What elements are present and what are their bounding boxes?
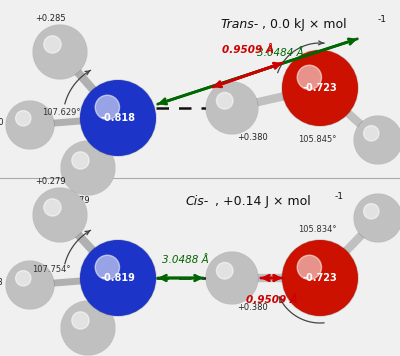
Text: 107.629°: 107.629°	[42, 108, 80, 117]
Circle shape	[95, 255, 120, 279]
Circle shape	[206, 82, 258, 134]
Circle shape	[72, 312, 89, 329]
Text: Trans-: Trans-	[220, 18, 258, 31]
Text: -0.818: -0.818	[100, 113, 136, 123]
Circle shape	[282, 50, 358, 126]
Text: , +0.14 J × mol: , +0.14 J × mol	[215, 195, 311, 208]
Circle shape	[6, 101, 54, 149]
Text: +0.283: +0.283	[0, 278, 3, 287]
Circle shape	[80, 80, 156, 156]
Circle shape	[33, 25, 87, 79]
Circle shape	[95, 95, 120, 120]
Circle shape	[216, 93, 233, 109]
Text: 3.0484 Å: 3.0484 Å	[257, 48, 303, 58]
Text: Cis-: Cis-	[185, 195, 208, 208]
Circle shape	[216, 262, 233, 279]
Circle shape	[33, 188, 87, 242]
Text: 107.754°: 107.754°	[32, 265, 70, 274]
Circle shape	[80, 80, 156, 156]
Text: 0.9509 Å: 0.9509 Å	[222, 45, 274, 55]
Text: -0.723: -0.723	[303, 273, 337, 283]
Text: +0.380: +0.380	[237, 303, 268, 312]
Circle shape	[6, 261, 54, 309]
Text: +0.280: +0.280	[0, 118, 3, 127]
Circle shape	[364, 204, 379, 219]
Text: , 0.0 kJ × mol: , 0.0 kJ × mol	[262, 18, 347, 31]
Circle shape	[206, 252, 258, 304]
Text: -0.819: -0.819	[100, 273, 136, 283]
Circle shape	[44, 199, 61, 216]
Circle shape	[354, 194, 400, 242]
Circle shape	[282, 50, 358, 126]
Circle shape	[61, 141, 115, 195]
Circle shape	[297, 255, 322, 279]
Text: -1: -1	[335, 192, 344, 201]
Text: 105.845°: 105.845°	[298, 135, 336, 144]
Circle shape	[61, 141, 115, 195]
Circle shape	[282, 240, 358, 316]
Circle shape	[206, 82, 258, 134]
Circle shape	[16, 271, 31, 286]
Text: 3.0488 Å: 3.0488 Å	[162, 255, 208, 265]
Circle shape	[364, 126, 379, 141]
Circle shape	[61, 301, 115, 355]
Circle shape	[6, 101, 54, 149]
Circle shape	[61, 301, 115, 355]
Text: +0.279: +0.279	[59, 196, 89, 205]
Text: 0.9509 Å: 0.9509 Å	[246, 295, 298, 305]
Circle shape	[33, 188, 87, 242]
Text: +0.285: +0.285	[35, 14, 65, 23]
Circle shape	[16, 111, 31, 126]
Text: 105.834°: 105.834°	[298, 225, 336, 234]
Circle shape	[297, 65, 322, 89]
Circle shape	[80, 240, 156, 316]
Circle shape	[354, 116, 400, 164]
Circle shape	[6, 261, 54, 309]
Text: -1: -1	[378, 15, 387, 24]
Circle shape	[72, 152, 89, 169]
Circle shape	[33, 25, 87, 79]
Circle shape	[206, 252, 258, 304]
Circle shape	[44, 36, 61, 53]
Circle shape	[282, 240, 358, 316]
Circle shape	[354, 116, 400, 164]
Circle shape	[80, 240, 156, 316]
Text: +0.279: +0.279	[35, 177, 65, 186]
Text: -0.723: -0.723	[303, 83, 337, 93]
Circle shape	[354, 194, 400, 242]
Text: +0.380: +0.380	[237, 133, 268, 142]
